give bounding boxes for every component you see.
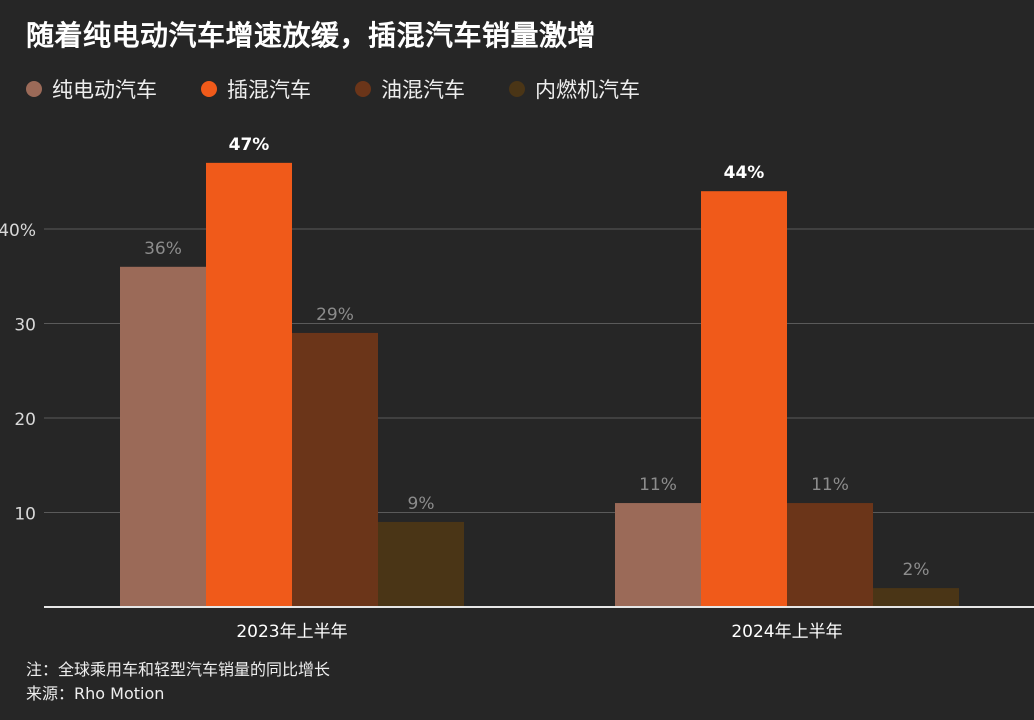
y-tick-label: 40%	[0, 221, 36, 241]
footer: 注：全球乘用车和轻型汽车销量的同比增长 来源：Rho Motion	[26, 658, 330, 706]
legend-swatch-bev	[26, 81, 42, 97]
legend-item-bev: 纯电动汽车	[26, 74, 157, 104]
bar	[873, 588, 959, 607]
bar-value-label: 11%	[811, 475, 849, 495]
legend-item-phev: 插混汽车	[201, 74, 311, 104]
bar	[378, 521, 464, 607]
legend-label-bev: 纯电动汽车	[52, 78, 157, 102]
bar	[292, 332, 378, 607]
legend-item-ice: 内燃机汽车	[509, 74, 640, 104]
bar-chart: 10 20 30 40% 36% 47% 29% 9% 2023年上半年 11% 44% 11% 2% 2…	[0, 135, 1034, 642]
legend-item-hev: 油混汽车	[355, 74, 465, 104]
footnote: 注：全球乘用车和轻型汽车销量的同比增长	[26, 660, 331, 679]
source-note: 来源：Rho Motion	[26, 684, 165, 703]
legend: 纯电动汽车 插混汽车 油混汽车 内燃机汽车	[26, 74, 684, 104]
chart-title: 随着纯电动汽车增速放缓，插混汽车销量激增	[26, 19, 597, 52]
bar-value-label: 44%	[724, 163, 765, 183]
x-tick-label: 2024年上半年	[731, 622, 842, 642]
legend-swatch-phev	[201, 81, 217, 97]
bar	[787, 503, 873, 607]
bar-value-label: 36%	[144, 239, 182, 259]
legend-swatch-ice	[509, 81, 525, 97]
bar-value-label: 2%	[903, 560, 930, 580]
bar	[615, 503, 701, 607]
bar-value-label: 29%	[316, 305, 354, 325]
legend-label-ice: 内燃机汽车	[535, 78, 640, 102]
legend-label-hev: 油混汽车	[381, 78, 465, 102]
x-tick-label: 2023年上半年	[236, 622, 347, 642]
bar-value-label: 11%	[639, 475, 677, 495]
legend-label-phev: 插混汽车	[227, 78, 311, 102]
bar-value-label: 47%	[229, 135, 270, 155]
bar	[120, 266, 206, 607]
y-tick-label: 20	[14, 410, 36, 430]
bar-value-label: 9%	[408, 494, 435, 514]
y-tick-label: 30	[14, 316, 36, 336]
bar	[701, 191, 787, 607]
bar	[206, 162, 292, 607]
legend-swatch-hev	[355, 81, 371, 97]
y-tick-label: 10	[14, 505, 36, 525]
